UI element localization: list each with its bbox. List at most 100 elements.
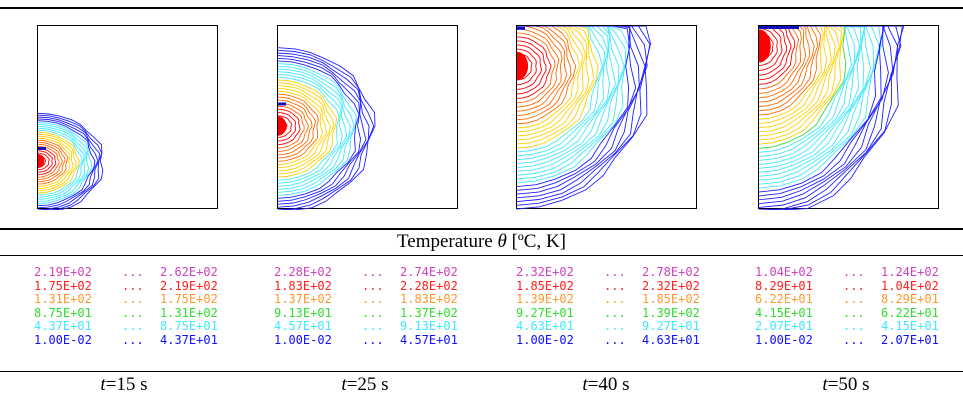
legend-upper-value: 8.75E+01 [160, 319, 218, 333]
isotherm-line [278, 87, 327, 169]
legend-lower-value: 1.31E+02 [34, 292, 92, 306]
isotherm-line [517, 26, 572, 121]
isotherm-line [759, 26, 811, 103]
isotherm-line [278, 49, 375, 210]
isotherm-line [517, 44, 543, 90]
isotherm-line [278, 52, 370, 208]
isotherm-line [517, 26, 595, 145]
header-unit: [ºC, K] [511, 231, 567, 252]
isotherm-line [38, 152, 50, 171]
legend-lower-value: 1.00E-02 [755, 332, 813, 347]
isotherm-line [517, 26, 609, 161]
legend-ellipsis: ... [604, 265, 626, 279]
legend-upper-value: 1.83E+02 [400, 292, 458, 306]
legend-ellipsis: ... [362, 265, 384, 279]
legend-ellipsis: ... [122, 265, 144, 279]
legend-upper-value: 2.32E+02 [642, 278, 700, 293]
legend-lower-value: 2.28E+02 [274, 265, 332, 279]
isotherm-line [38, 125, 87, 200]
legend-ellipsis: ... [362, 319, 384, 333]
isotherm-line [759, 26, 889, 201]
isotherm-line [278, 85, 331, 172]
caption-time-var: t [341, 374, 347, 395]
legend-upper-value: 4.63E+01 [642, 332, 700, 347]
isotherm-line [38, 124, 90, 202]
legend-row: 4.37E+01... 8.75E+01 [34, 319, 264, 334]
legend-1: 2.19E+02... 2.62E+02 1.75E+02... 2.19E+02 1.… [34, 265, 264, 347]
legend-row: 1.83E+02... 2.28E+02 [274, 278, 504, 294]
isotherm-line [517, 40, 547, 95]
legend-ellipsis: ... [604, 292, 626, 306]
legend-lower-value: 8.75E+01 [34, 305, 92, 320]
isotherm-line [759, 26, 902, 210]
legend-row: 4.57E+01... 9.13E+01 [274, 319, 504, 334]
legend-lower-value: 4.37E+01 [34, 319, 92, 333]
legend-ellipsis: ... [122, 305, 144, 320]
legend-upper-value: 9.27E+01 [642, 319, 700, 333]
isotherm-line [278, 68, 351, 190]
legend-ellipsis: ... [843, 278, 865, 293]
isotherm-line [38, 135, 74, 190]
isotherm-line [517, 26, 586, 137]
legend-ellipsis: ... [843, 292, 865, 306]
legend-row: 1.39E+02... 1.85E+02 [516, 292, 746, 307]
legend-ellipsis: ... [362, 292, 384, 306]
legend-upper-value: 4.37E+01 [160, 332, 218, 347]
isotherm-line [517, 36, 552, 99]
legend-lower-value: 1.75E+02 [34, 278, 92, 293]
isotherm-line [759, 26, 875, 181]
legend-upper-value: 8.29E+01 [881, 292, 939, 306]
isotherm-line [759, 26, 885, 197]
legend-lower-value: 1.37E+02 [274, 292, 332, 306]
isotherm-line [517, 26, 652, 210]
legend-ellipsis: ... [843, 319, 865, 333]
contour-plot-4 [759, 26, 905, 210]
isotherm-line [517, 26, 599, 149]
isotherm-line [278, 76, 340, 181]
isotherm-line [278, 79, 338, 178]
isotherm-line [278, 108, 301, 146]
isotherm-line [517, 26, 568, 116]
legend-upper-value: 1.75E+02 [160, 292, 218, 306]
legend-upper-value: 1.04E+02 [881, 278, 939, 293]
legend-lower-value: 4.63E+01 [516, 319, 574, 333]
legend-lower-value: 1.85E+02 [516, 278, 574, 293]
hot-core [759, 29, 771, 63]
legend-lower-value: 1.83E+02 [274, 278, 332, 293]
legend-ellipsis: ... [122, 292, 144, 306]
legend-upper-value: 2.62E+02 [160, 265, 218, 279]
isotherm-line [759, 26, 828, 124]
legend-upper-value: 6.22E+01 [881, 305, 939, 320]
legend-lower-value: 9.13E+01 [274, 305, 332, 320]
contour-plot-3 [517, 26, 652, 210]
legend-ellipsis: ... [843, 332, 865, 347]
hot-core [38, 154, 45, 168]
isotherm-line [759, 26, 819, 112]
isotherm-line [38, 131, 80, 194]
isotherm-line [517, 26, 651, 206]
legend-upper-value: 4.15E+01 [881, 319, 939, 333]
legend-upper-value: 2.07E+01 [881, 332, 939, 347]
isotherm-line [759, 26, 840, 137]
legend-upper-value: 9.13E+01 [400, 319, 458, 333]
hot-core [278, 116, 287, 136]
legend-row: 1.04E+02... 1.24E+02 [755, 265, 963, 280]
legend-upper-value: 2.28E+02 [400, 278, 458, 293]
contour-panel-2 [277, 25, 458, 210]
isotherm-line [278, 71, 348, 187]
isotherm-line [278, 93, 319, 162]
mid-rule [0, 228, 963, 230]
legend-row: 2.32E+02... 2.78E+02 [516, 265, 746, 280]
header-label: Temperature [396, 231, 493, 252]
isotherm-line [278, 60, 360, 199]
contour-panel-3 [516, 25, 697, 210]
legend-ellipsis: ... [604, 278, 626, 293]
isotherm-line [517, 26, 640, 195]
isotherm-line [759, 26, 905, 210]
legend-4: 1.04E+02... 1.24E+02 8.29E+01... 1.04E+02 6.… [755, 265, 963, 347]
isotherm-line [759, 26, 836, 133]
caption-time-var: t [822, 374, 828, 395]
legend-row: 4.63E+01... 9.27E+01 [516, 319, 746, 334]
legend-upper-value: 1.85E+02 [642, 292, 700, 306]
isotherm-line [759, 26, 796, 85]
